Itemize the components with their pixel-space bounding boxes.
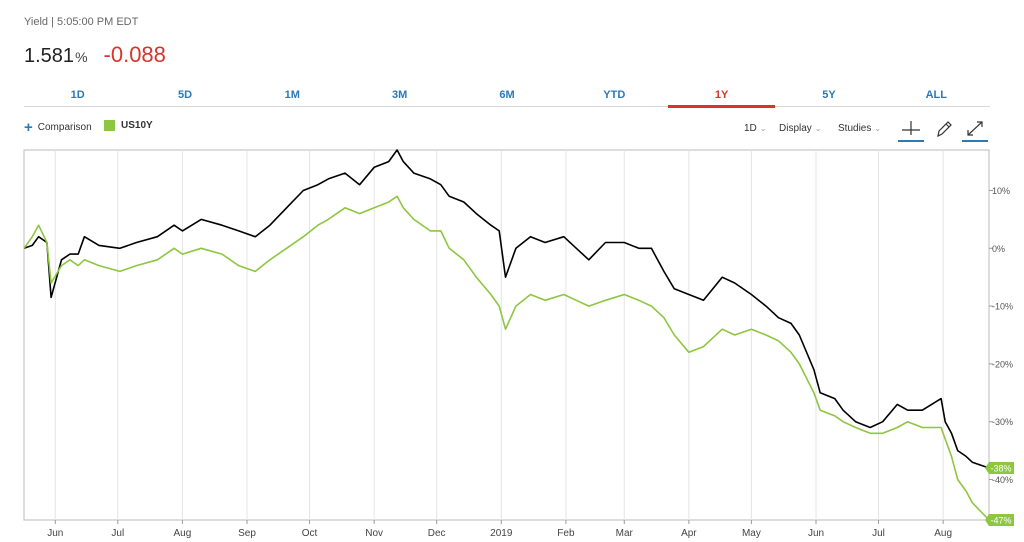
grid-lines [54, 150, 944, 520]
end-labels: -38% -47% [985, 461, 1014, 526]
y-tick-label: -30% [992, 417, 1013, 427]
interval-label: 1D [744, 123, 757, 134]
price-change: -0.088 [103, 42, 166, 67]
tab-all[interactable]: ALL [925, 89, 947, 101]
tab-5y[interactable]: 5Y [822, 89, 836, 101]
interval-dropdown[interactable]: 1D ⌄ [744, 123, 767, 134]
x-tick-label: May [742, 528, 761, 539]
x-tick-label: Feb [557, 528, 575, 539]
expand-icon[interactable] [962, 118, 988, 142]
x-tick-label: Nov [365, 528, 383, 539]
end-label-badge [985, 514, 1014, 526]
last-price: 1.581 [24, 45, 75, 67]
price-row: 1.581 % -0.088 [24, 42, 166, 68]
x-tick-label: Aug [934, 528, 952, 539]
x-tick-label: Jul [872, 528, 885, 539]
x-tick-label: Sep [238, 528, 256, 539]
legend-item-us10y[interactable]: US10Y [104, 120, 153, 131]
x-tick-label: Mar [616, 528, 634, 539]
plus-icon: + [24, 118, 33, 136]
yield-header: Yield | 5:05:00 PM EDT [24, 16, 139, 28]
x-tick-label: Dec [428, 528, 446, 539]
tab-6m[interactable]: 6M [499, 89, 515, 101]
comparison-button[interactable]: + Comparison [24, 118, 92, 136]
series-lines [23, 149, 990, 521]
series-line-main [23, 149, 990, 469]
x-tick-label: 2019 [490, 528, 513, 539]
end-label-text: -38% [990, 463, 1011, 473]
display-dropdown[interactable]: Display ⌄ [779, 123, 822, 134]
studies-dropdown[interactable]: Studies ⌄ [838, 123, 881, 134]
chevron-down-icon: ⌄ [759, 124, 767, 133]
x-tick-label: Aug [174, 528, 192, 539]
chevron-down-icon: ⌄ [874, 124, 882, 133]
plot-frame [23, 149, 990, 521]
y-tick-label: -40% [992, 475, 1013, 485]
tab-1m[interactable]: 1M [284, 89, 300, 101]
y-tick-label: -20% [992, 359, 1013, 369]
legend-label: US10Y [121, 120, 153, 131]
tab-1d[interactable]: 1D [70, 89, 85, 101]
x-axis-ticks: Jun Jul Aug Sep Oct Nov Dec 2019 Feb Mar Apr May Jun… [47, 520, 952, 539]
price-unit: % [75, 49, 88, 65]
y-tick-label: 0% [992, 244, 1005, 254]
studies-label: Studies [838, 123, 872, 134]
y-axis-ticks: 10% 0% -10% -20% -30% -40% [989, 186, 1013, 485]
tab-3m[interactable]: 3M [392, 89, 408, 101]
pencil-icon[interactable] [930, 118, 956, 140]
x-tick-label: Apr [681, 528, 697, 539]
x-tick-label: Oct [302, 528, 318, 539]
x-tick-label: Jun [808, 528, 824, 539]
series-line-us10y [23, 195, 990, 521]
tab-1y[interactable]: 1Y [667, 84, 776, 108]
display-label: Display [779, 123, 812, 134]
legend-swatch [104, 120, 115, 131]
x-tick-label: Jun [47, 528, 63, 539]
tab-ytd[interactable]: YTD [603, 89, 626, 101]
range-tabs: 1D 5D 1M 3M 6M YTD 1Y 5Y ALL [24, 84, 990, 108]
y-tick-label: 10% [992, 186, 1010, 196]
end-label-text: -47% [990, 516, 1011, 526]
y-tick-label: -10% [992, 302, 1013, 312]
chevron-down-icon: ⌄ [814, 124, 822, 133]
crosshair-icon[interactable] [898, 118, 924, 142]
x-tick-label: Jul [111, 528, 124, 539]
chart-toolbar: + Comparison US10Y 1D ⌄ Display ⌄ Studies ⌄ [24, 118, 990, 142]
comparison-label: Comparison [37, 122, 92, 133]
tab-5d[interactable]: 5D [177, 89, 193, 101]
end-label-badge [985, 461, 1014, 474]
